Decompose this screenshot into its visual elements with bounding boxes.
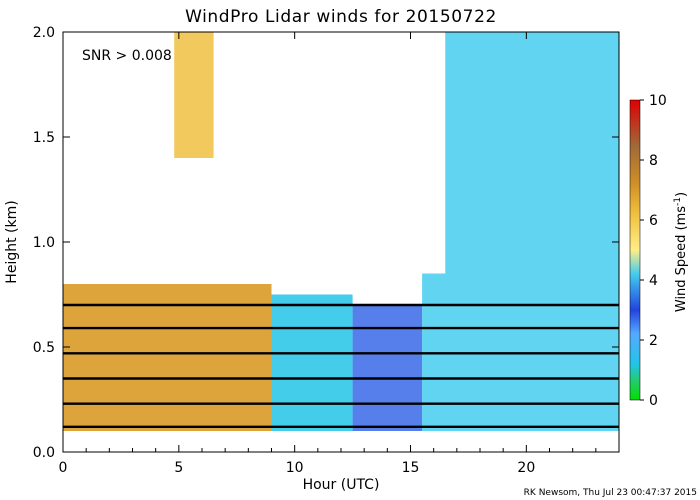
y-axis-title: Height (km): [4, 200, 20, 283]
x-tick-label: 0: [59, 460, 68, 476]
snr-annotation: SNR > 0.008: [82, 48, 172, 64]
wind-vectors: [63, 303, 619, 428]
x-axis-title: Hour (UTC): [303, 477, 380, 493]
colorbar-tick-label: 4: [649, 273, 658, 289]
colorbar: [629, 99, 641, 401]
y-axis: 0.0 0.5 1.0 1.5 2.0: [33, 25, 619, 461]
x-tick-label: 20: [517, 460, 535, 476]
speed-region-1: [271, 294, 353, 431]
x-tick-label: 15: [402, 460, 420, 476]
speed-region-4: [445, 32, 619, 274]
speed-region-2: [352, 305, 423, 431]
y-tick-label: 0.0: [33, 445, 55, 461]
chart-title: WindPro Lidar winds for 20150722: [185, 7, 497, 27]
speed-region-0: [63, 284, 272, 431]
colorbar-tick-label: 2: [649, 333, 658, 349]
y-tick-label: 0.5: [33, 340, 55, 356]
x-tick-label: 5: [174, 460, 183, 476]
wind-speed-field: [63, 32, 619, 431]
colorbar-tick-label: 10: [649, 93, 667, 109]
colorbar-ticks: 0 2 4 6 8 10: [640, 93, 667, 409]
y-tick-label: 1.0: [33, 235, 55, 251]
colorbar-label: Wind Speed (ms-1): [673, 192, 689, 312]
colorbar-tick-label: 0: [649, 393, 658, 409]
credit-line: RK Newsom, Thu Jul 23 00:47:37 2015: [524, 488, 697, 498]
y-tick-label: 2.0: [33, 25, 55, 41]
x-tick-label: 10: [286, 460, 304, 476]
colorbar-tick-label: 8: [649, 153, 658, 169]
y-tick-label: 1.5: [33, 130, 55, 146]
colorbar-tick-label: 6: [649, 213, 658, 229]
x-axis: 0 5 10 15 20: [59, 32, 620, 476]
speed-region-5: [174, 32, 214, 158]
